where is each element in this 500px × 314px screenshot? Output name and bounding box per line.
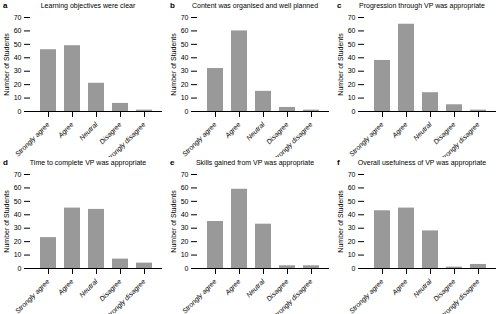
html-text:Learning objectives were clear: Learning objectives were clear	[40, 2, 136, 9]
html-text:Progression through VP was app: Progression through VP was appropriate	[359, 2, 485, 9]
svg-text:30: 30	[14, 67, 22, 74]
svg-text:60: 60	[348, 184, 356, 191]
svg-text:70: 70	[181, 171, 189, 178]
svg-text:30: 30	[181, 67, 189, 74]
svg-text:Agree: Agree	[56, 278, 76, 298]
svg-text:Number of Students: Number of Students	[3, 190, 10, 253]
html-text:c: c	[337, 1, 342, 10]
svg-text:20: 20	[348, 81, 356, 88]
svg-text:40: 40	[348, 54, 356, 61]
svg-text:10: 10	[181, 251, 189, 258]
svg-text:60: 60	[181, 184, 189, 191]
svg-text:20: 20	[181, 238, 189, 245]
svg-text:Neutral: Neutral	[412, 277, 433, 298]
svg-text:70: 70	[14, 171, 22, 178]
svg-text:30: 30	[348, 224, 356, 231]
svg-text:50: 50	[348, 41, 356, 48]
svg-text:Strongly disagree: Strongly disagree	[270, 121, 314, 157]
svg-text:Agree: Agree	[390, 121, 410, 141]
svg-text:Neutral: Neutral	[245, 277, 266, 298]
svg-text:Strongly agree: Strongly agree	[14, 121, 52, 157]
html-text:f: f	[337, 158, 340, 167]
svg-text:70: 70	[348, 14, 356, 21]
svg-text:50: 50	[181, 198, 189, 205]
svg-text:Strongly agree: Strongly agree	[14, 278, 52, 314]
svg-text:20: 20	[181, 81, 189, 88]
html-text:e: e	[170, 158, 175, 167]
svg-text:50: 50	[14, 41, 22, 48]
svg-text:Number of Students: Number of Students	[3, 33, 10, 96]
svg-text:30: 30	[181, 224, 189, 231]
svg-text:Strongly disagree: Strongly disagree	[437, 121, 481, 157]
svg-text:Neutral: Neutral	[78, 277, 99, 298]
svg-text:Strongly agree: Strongly agree	[348, 121, 386, 157]
svg-text:Strongly disagree: Strongly disagree	[437, 278, 481, 314]
svg-text:Strongly agree: Strongly agree	[348, 278, 386, 314]
svg-text:Agree: Agree	[56, 121, 76, 141]
html-text:Overall usefulness of VP was a: Overall usefulness of VP was appropriate	[357, 159, 487, 166]
svg-text:40: 40	[14, 211, 22, 218]
svg-text:0: 0	[185, 108, 189, 115]
svg-text:Number of Students: Number of Students	[337, 190, 344, 253]
svg-text:50: 50	[348, 198, 356, 205]
svg-text:30: 30	[14, 224, 22, 231]
html-text:a: a	[3, 1, 8, 10]
svg-text:60: 60	[14, 27, 22, 34]
svg-text:Strongly agree: Strongly agree	[181, 121, 219, 157]
svg-text:10: 10	[14, 251, 22, 258]
svg-text:40: 40	[181, 54, 189, 61]
svg-text:60: 60	[181, 27, 189, 34]
svg-text:Number of Students: Number of Students	[337, 33, 344, 96]
svg-text:0: 0	[18, 265, 22, 272]
svg-text:40: 40	[14, 54, 22, 61]
svg-text:Agree: Agree	[223, 278, 243, 298]
svg-text:Agree: Agree	[390, 278, 410, 298]
svg-text:Number of Students: Number of Students	[170, 33, 177, 96]
svg-text:0: 0	[352, 108, 356, 115]
svg-text:10: 10	[348, 251, 356, 258]
svg-text:40: 40	[348, 211, 356, 218]
svg-text:70: 70	[348, 171, 356, 178]
html-text:Time to complete VP was approp: Time to complete VP was appropriate	[29, 159, 147, 166]
html-text:Content was organised and well: Content was organised and well planned	[192, 2, 318, 9]
html-text:b: b	[170, 1, 175, 10]
svg-text:Strongly disagree: Strongly disagree	[103, 278, 147, 314]
svg-text:Strongly disagree: Strongly disagree	[103, 121, 147, 157]
svg-text:70: 70	[181, 14, 189, 21]
svg-text:10: 10	[181, 94, 189, 101]
svg-text:20: 20	[14, 81, 22, 88]
svg-text:50: 50	[14, 198, 22, 205]
svg-text:0: 0	[18, 108, 22, 115]
html-text:d: d	[3, 158, 8, 167]
svg-text:Neutral: Neutral	[78, 120, 99, 141]
svg-text:60: 60	[348, 27, 356, 34]
svg-text:30: 30	[348, 67, 356, 74]
svg-text:20: 20	[14, 238, 22, 245]
svg-text:Number of Students: Number of Students	[170, 190, 177, 253]
svg-text:0: 0	[352, 265, 356, 272]
svg-text:40: 40	[181, 211, 189, 218]
svg-text:60: 60	[14, 184, 22, 191]
svg-text:Strongly disagree: Strongly disagree	[270, 278, 314, 314]
svg-text:10: 10	[14, 94, 22, 101]
svg-text:Agree: Agree	[223, 121, 243, 141]
svg-text:20: 20	[348, 238, 356, 245]
html-text:Skills gained from VP was appr: Skills gained from VP was appropriate	[195, 159, 315, 166]
svg-text:50: 50	[181, 41, 189, 48]
svg-text:70: 70	[14, 14, 22, 21]
svg-text:0: 0	[185, 265, 189, 272]
svg-text:10: 10	[348, 94, 356, 101]
svg-text:Strongly agree: Strongly agree	[181, 278, 219, 314]
svg-text:Neutral: Neutral	[412, 120, 433, 141]
svg-text:Neutral: Neutral	[245, 120, 266, 141]
